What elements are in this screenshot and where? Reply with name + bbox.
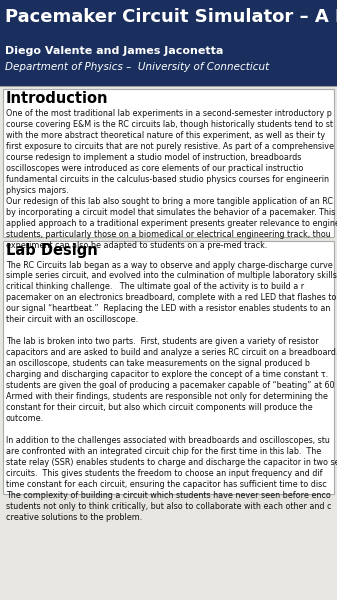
- Text: Department of Physics –  University of Connecticut: Department of Physics – University of Co…: [5, 62, 269, 72]
- Text: Introduction: Introduction: [6, 91, 109, 106]
- Bar: [0, 0, 337, 86]
- Text: Lab Design: Lab Design: [6, 242, 98, 257]
- Text: One of the most traditional lab experiments in a second-semester introductory p
: One of the most traditional lab experime…: [6, 109, 337, 250]
- Text: Pacemaker Circuit Simulator – A New R: Pacemaker Circuit Simulator – A New R: [5, 8, 337, 26]
- Text: Diego Valente and James Jaconetta: Diego Valente and James Jaconetta: [5, 46, 223, 56]
- Bar: [3, 241, 334, 493]
- Bar: [3, 89, 334, 236]
- Text: The RC Circuits lab began as a way to observe and apply charge-discharge curve
s: The RC Circuits lab began as a way to ob…: [6, 260, 337, 521]
